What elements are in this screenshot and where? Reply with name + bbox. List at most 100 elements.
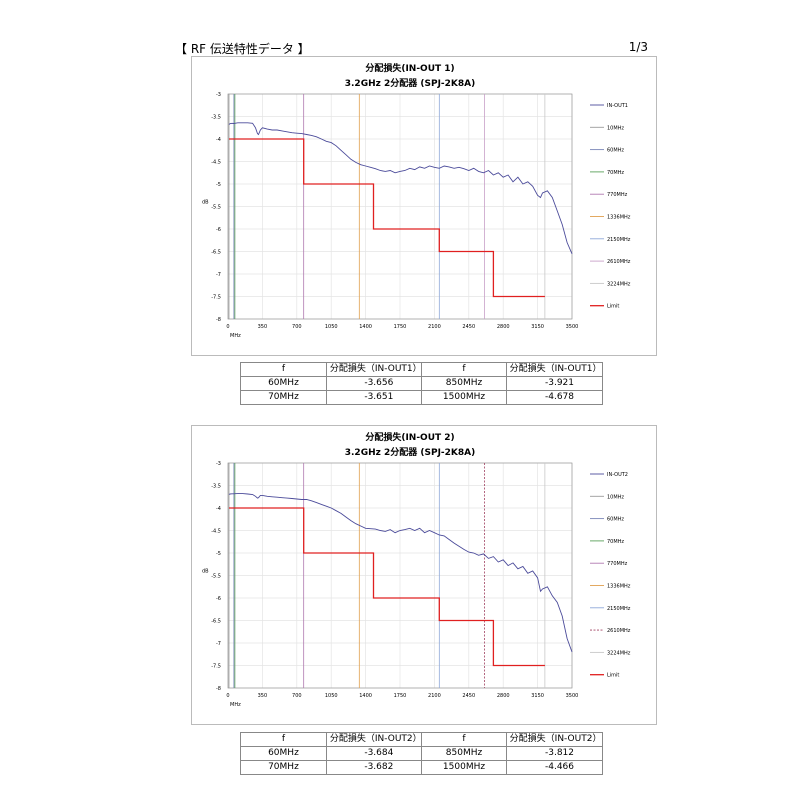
legend-label-10mhz: 10MHz (607, 494, 624, 500)
loss-value-cell: -3.684 (325, 746, 423, 761)
legend-label-2610mhz: 2610MHz (607, 259, 631, 265)
legend-label-2610mhz: 2610MHz (607, 628, 631, 634)
loss-value-cell: -3.651 (325, 390, 423, 405)
y-axis-label: dB (202, 200, 209, 206)
x-tick-label: 350 (258, 324, 268, 330)
table-row: 70MHz -3.682 1500MHz -4.466 (240, 760, 604, 775)
loss-value-cell: -4.678 (505, 390, 604, 405)
plot-area (227, 462, 573, 689)
y-tick-label: -8 (216, 317, 221, 323)
x-tick-label: 700 (292, 324, 302, 330)
frequency-cell: 60MHz (240, 746, 327, 761)
loss-value-cell: -3.682 (325, 760, 423, 775)
loss-value-cell: -3.656 (325, 376, 423, 391)
table-header-cell: f (240, 362, 327, 377)
y-tick-label: -7 (216, 272, 221, 278)
x-tick-label: 2100 (428, 324, 441, 330)
y-axis-label: dB (202, 569, 209, 575)
legend-label-1336mhz: 1336MHz (607, 584, 631, 590)
chart-subtitle: 3.2GHz 2分配器 (SPJ-2K8A) (345, 77, 475, 89)
table-header-cell: 分配損失（IN-OUT2） (325, 732, 423, 747)
chart-out1: 分配損失(IN-OUT 1) 3.2GHz 2分配器 (SPJ-2K8A) -3 -3… (202, 62, 631, 339)
x-tick-label: 0 (226, 693, 229, 699)
y-tick-label: -3 (216, 92, 221, 98)
x-tick-label: 2800 (497, 693, 510, 699)
legend-label-1336mhz: 1336MHz (607, 215, 631, 221)
frequency-cell: 70MHz (240, 390, 327, 405)
y-tick-label: -5.5 (211, 574, 221, 580)
x-tick-label: 3500 (566, 693, 579, 699)
values-table-out1: f 分配損失（IN-OUT1） f 分配損失（IN-OUT1） 60MHz -3.656 8… (240, 362, 604, 405)
table-header-row: f 分配損失（IN-OUT1） f 分配損失（IN-OUT1） (240, 362, 604, 377)
loss-value-cell: -3.921 (505, 376, 604, 391)
table-header-cell: 分配損失（IN-OUT1） (505, 362, 604, 377)
chart-subtitle: 3.2GHz 2分配器 (SPJ-2K8A) (345, 446, 475, 458)
series-line-in-out2 (228, 493, 573, 653)
table-header-row: f 分配損失（IN-OUT2） f 分配損失（IN-OUT2） (240, 732, 604, 747)
y-tick-label: -5.5 (211, 205, 221, 211)
legend-label-10mhz: 10MHz (607, 125, 624, 131)
x-tick-label: 700 (292, 693, 302, 699)
y-tick-label: -4 (216, 506, 221, 512)
x-tick-label: 1050 (325, 693, 338, 699)
values-table-out2: f 分配損失（IN-OUT2） f 分配損失（IN-OUT2） 60MHz -3.684 8… (240, 732, 604, 775)
legend-label-2150mhz: 2150MHz (607, 606, 631, 612)
y-tick-label: -3.5 (211, 115, 221, 121)
table-row: 70MHz -3.651 1500MHz -4.678 (240, 390, 604, 405)
x-tick-label: 3150 (531, 693, 544, 699)
frequency-cell: 1500MHz (421, 760, 507, 775)
plot-area (227, 93, 573, 320)
y-tick-label: -7.5 (211, 664, 221, 670)
y-tick-label: -5 (216, 551, 221, 557)
legend-label-in-out1: IN-OUT1 (607, 103, 628, 109)
x-tick-label: 1750 (394, 693, 407, 699)
y-tick-label: -7.5 (211, 295, 221, 301)
series-line-in-out1 (228, 122, 573, 254)
x-tick-label: 1750 (394, 324, 407, 330)
frequency-cell: 70MHz (240, 760, 327, 775)
limit-line (229, 138, 545, 298)
x-tick-label: 1400 (359, 324, 372, 330)
frequency-cell: 850MHz (421, 376, 507, 391)
y-tick-label: -6.5 (211, 250, 221, 256)
table-header-cell: 分配損失（IN-OUT1） (325, 362, 423, 377)
table-row: 60MHz -3.684 850MHz -3.812 (240, 746, 604, 761)
legend-label-2150mhz: 2150MHz (607, 237, 631, 243)
table-header-cell: f (421, 362, 507, 377)
loss-value-cell: -4.466 (505, 760, 604, 775)
legend-label-60mhz: 60MHz (607, 148, 624, 154)
y-tick-label: -7 (216, 641, 221, 647)
y-tick-label: -8 (216, 686, 221, 692)
table-row: 60MHz -3.656 850MHz -3.921 (240, 376, 604, 391)
x-axis-label: MHz (230, 702, 241, 708)
y-tick-label: -6 (216, 596, 221, 602)
page-number: 1/3 (628, 40, 648, 54)
x-tick-label: 0 (226, 324, 229, 330)
y-tick-label: -4 (216, 137, 221, 143)
legend-label-limit: Limit (607, 673, 619, 679)
x-tick-label: 350 (258, 693, 268, 699)
x-tick-label: 1050 (325, 324, 338, 330)
table-header-cell: f (240, 732, 327, 747)
x-tick-label: 2450 (462, 324, 475, 330)
limit-line (229, 507, 545, 667)
x-tick-label: 2100 (428, 693, 441, 699)
x-tick-label: 2450 (462, 693, 475, 699)
y-tick-label: -5 (216, 182, 221, 188)
chart-panel-out1: 分配損失(IN-OUT 1) 3.2GHz 2分配器 (SPJ-2K8A) -3 -3… (191, 56, 657, 356)
legend-label-in-out2: IN-OUT2 (607, 472, 628, 478)
chart-title: 分配損失(IN-OUT 2) (365, 431, 454, 443)
x-tick-label: 3500 (566, 324, 579, 330)
document-title: 【 RF 伝送特性データ 】 (175, 42, 310, 56)
y-tick-label: -3.5 (211, 484, 221, 490)
y-tick-label: -3 (216, 461, 221, 467)
y-tick-label: -6 (216, 227, 221, 233)
legend-label-70mhz: 70MHz (607, 539, 624, 545)
y-tick-label: -4.5 (211, 529, 221, 535)
loss-value-cell: -3.812 (505, 746, 604, 761)
x-tick-label: 2800 (497, 324, 510, 330)
legend-label-limit: Limit (607, 304, 619, 310)
legend-label-3224mhz: 3224MHz (607, 650, 631, 656)
table-header-cell: f (421, 732, 507, 747)
y-tick-label: -4.5 (211, 160, 221, 166)
